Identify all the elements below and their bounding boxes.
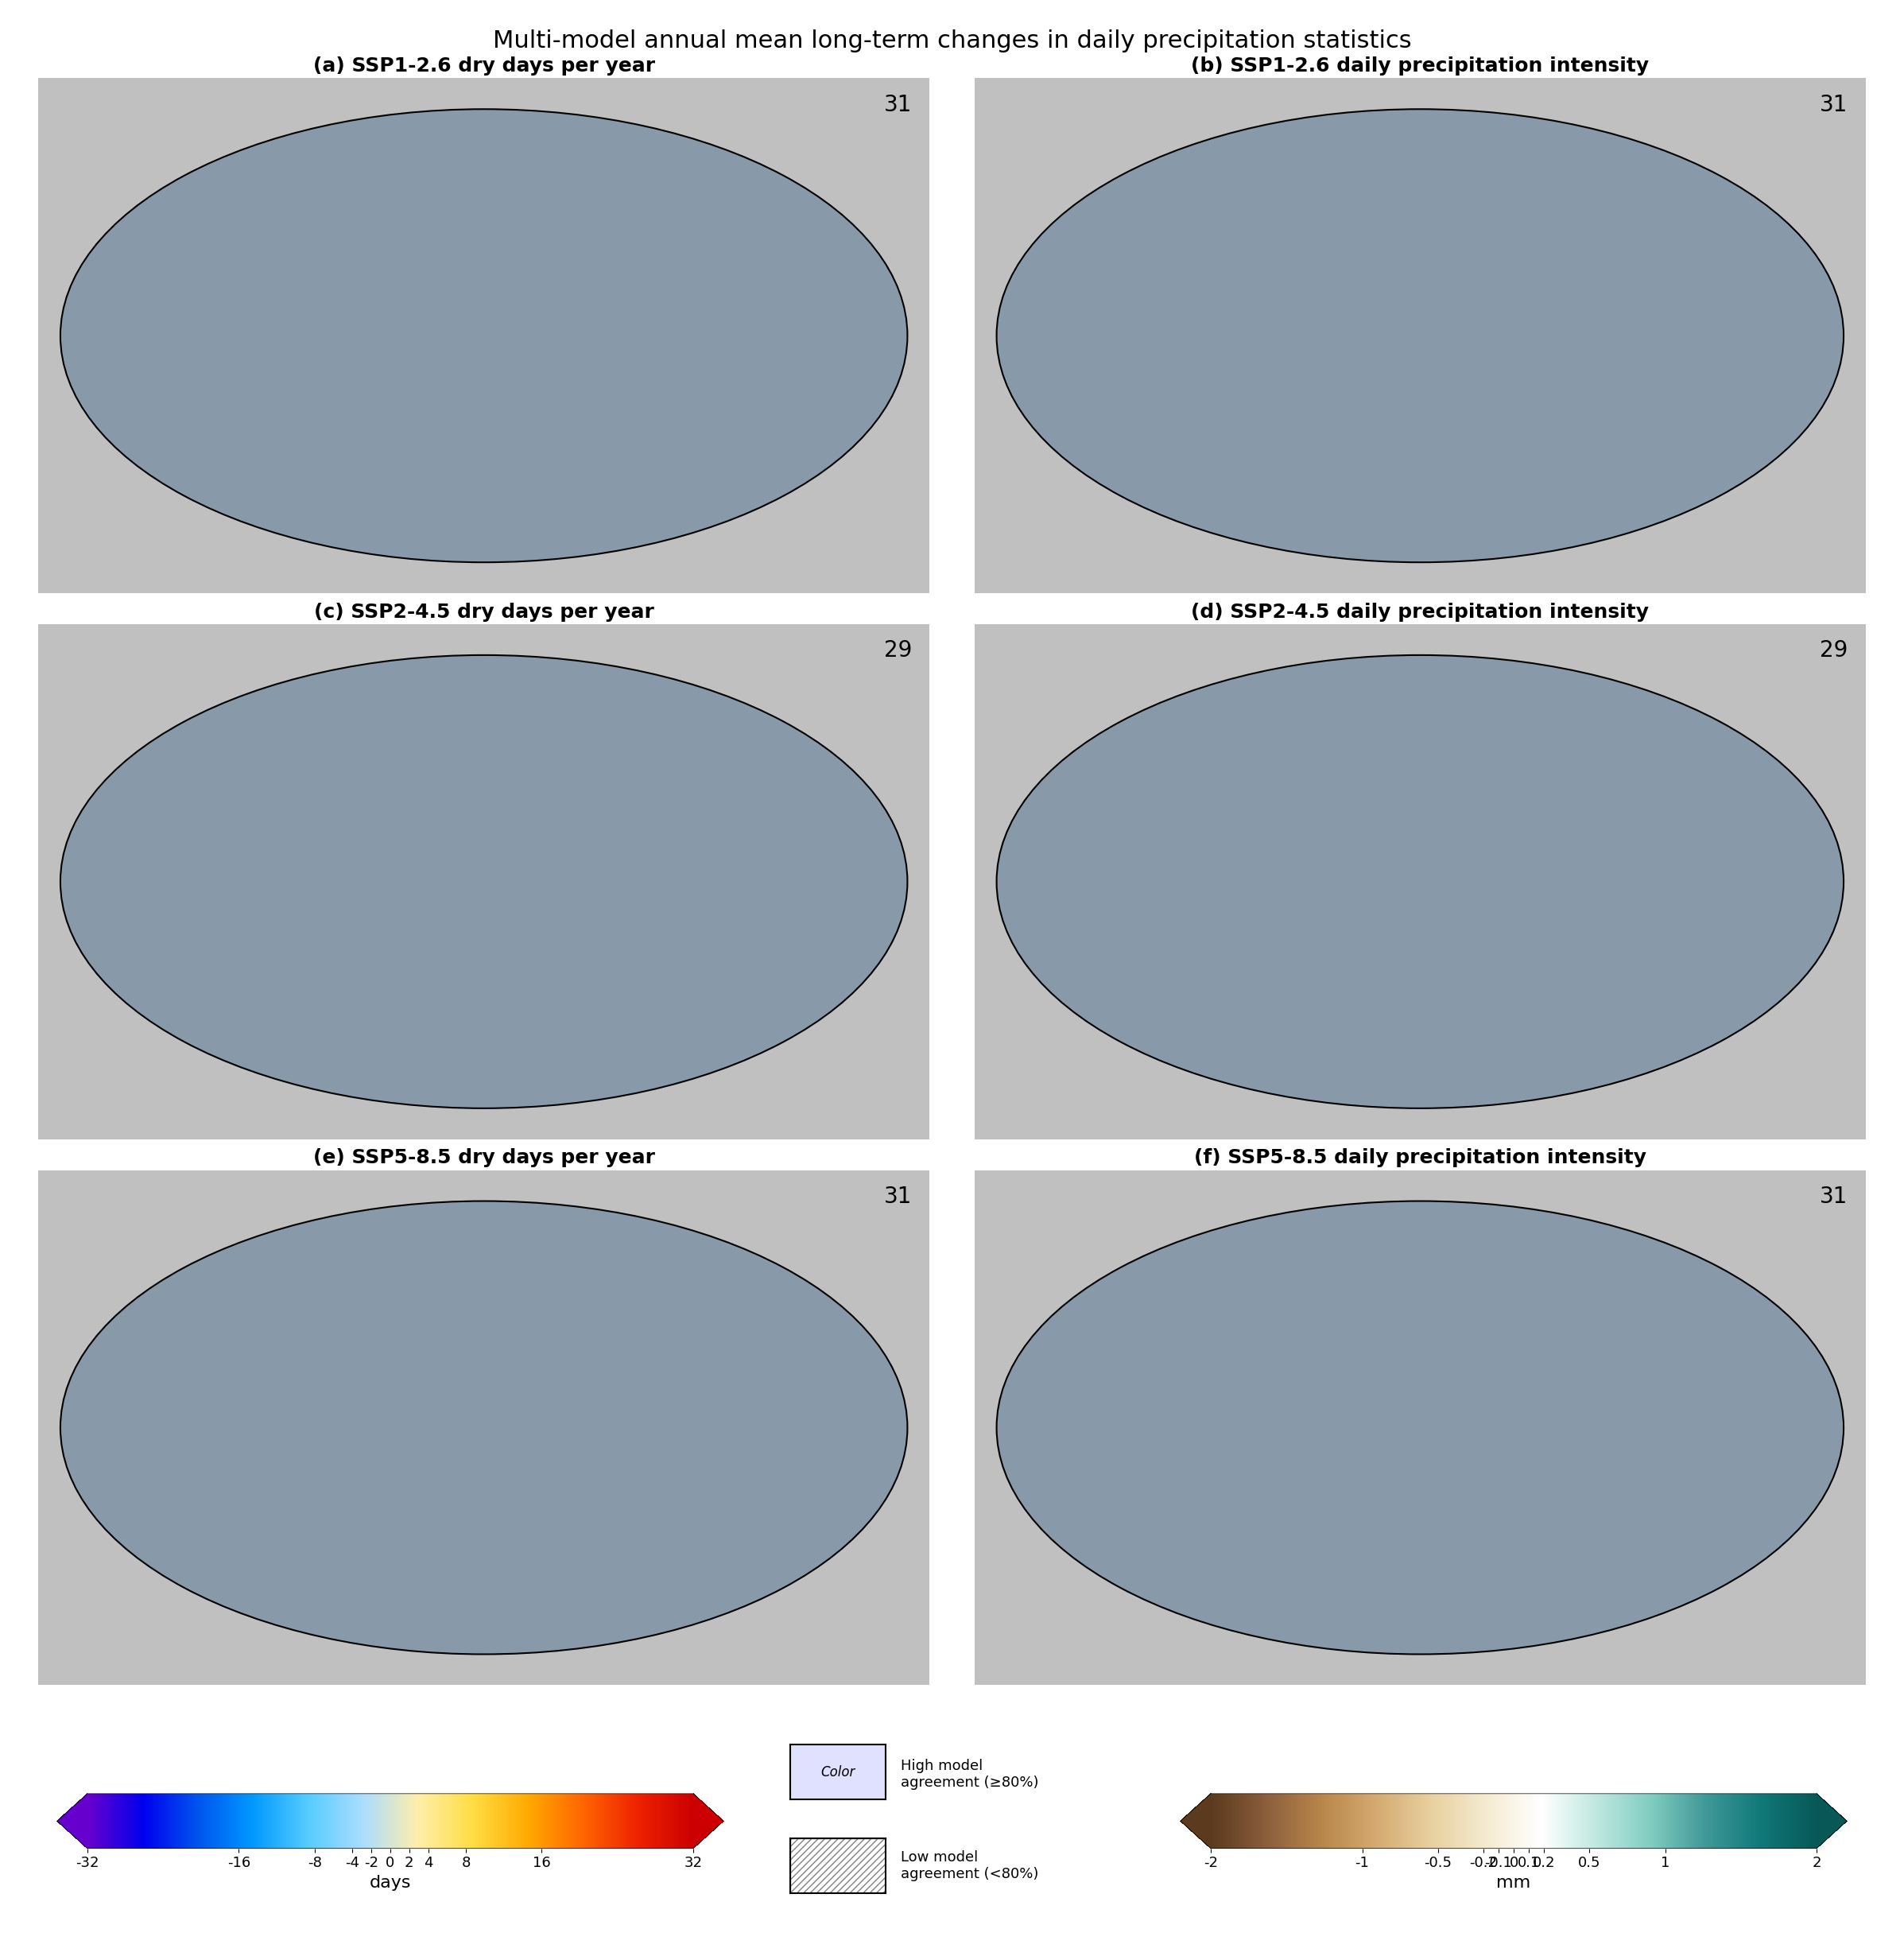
PathPatch shape (1180, 1794, 1211, 1848)
Title: (a) SSP1-2.6 dry days per year: (a) SSP1-2.6 dry days per year (312, 57, 655, 76)
Text: Color: Color (821, 1764, 855, 1780)
Text: High model
agreement (≥80%): High model agreement (≥80%) (901, 1758, 1038, 1790)
Text: 31: 31 (1820, 94, 1849, 115)
Ellipse shape (61, 1201, 908, 1655)
Title: (f) SSP5-8.5 daily precipitation intensity: (f) SSP5-8.5 daily precipitation intensi… (1194, 1148, 1647, 1168)
Title: (b) SSP1-2.6 daily precipitation intensity: (b) SSP1-2.6 daily precipitation intensi… (1192, 57, 1649, 76)
Ellipse shape (61, 655, 908, 1109)
Title: (d) SSP2-4.5 daily precipitation intensity: (d) SSP2-4.5 daily precipitation intensi… (1192, 602, 1649, 622)
FancyBboxPatch shape (790, 1839, 885, 1893)
PathPatch shape (57, 1794, 88, 1848)
Text: 31: 31 (1820, 1185, 1849, 1209)
Text: Low model
agreement (<80%): Low model agreement (<80%) (901, 1850, 1038, 1882)
Text: 29: 29 (1820, 640, 1849, 661)
Text: 31: 31 (883, 94, 912, 115)
X-axis label: days: days (369, 1876, 411, 1891)
Text: 29: 29 (883, 640, 912, 661)
PathPatch shape (693, 1794, 724, 1848)
Text: 31: 31 (883, 1185, 912, 1209)
Ellipse shape (996, 110, 1843, 561)
PathPatch shape (1816, 1794, 1847, 1848)
Title: (e) SSP5-8.5 dry days per year: (e) SSP5-8.5 dry days per year (312, 1148, 655, 1168)
Title: (c) SSP2-4.5 dry days per year: (c) SSP2-4.5 dry days per year (314, 602, 653, 622)
Ellipse shape (61, 110, 908, 561)
Ellipse shape (996, 655, 1843, 1109)
X-axis label: mm: mm (1497, 1876, 1531, 1891)
Ellipse shape (996, 1201, 1843, 1655)
Text: Multi-model annual mean long-term changes in daily precipitation statistics: Multi-model annual mean long-term change… (493, 29, 1411, 53)
